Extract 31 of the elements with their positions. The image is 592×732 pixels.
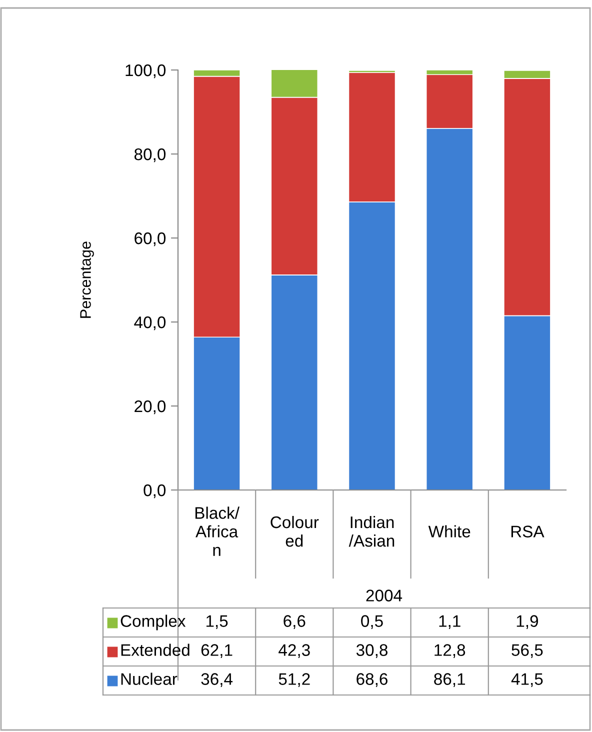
y-tick-label: 60,0: [134, 232, 166, 246]
data-label: 1,1: [439, 615, 460, 629]
data-label: 36,4: [201, 673, 233, 687]
data-label: 42,3: [278, 644, 310, 658]
data-label: 62,1: [201, 644, 232, 658]
legend-label: Nuclear: [121, 672, 178, 685]
y-tick-label: 80,0: [134, 148, 166, 162]
y-axis-title: Percentage: [80, 242, 94, 318]
x-tick-label: White: [428, 525, 470, 538]
x-tick-label: RSA: [511, 526, 544, 538]
y-tick-label: 0,0: [144, 484, 166, 498]
y-tick-label: 100,0: [126, 64, 166, 78]
data-label: 6,6: [284, 615, 306, 629]
x-axis-title: 2004: [366, 590, 402, 602]
y-tick-label: 20,0: [134, 400, 166, 414]
legend-label: Extended: [121, 644, 190, 656]
data-label: 41,5: [511, 673, 543, 687]
data-label: 30,8: [356, 644, 388, 658]
x-tick-label: Indian/Asian: [348, 516, 394, 547]
data-label: 0,5: [361, 615, 383, 629]
data-label: 56,5: [512, 644, 543, 658]
x-tick-label: Black/African: [195, 506, 240, 556]
data-label: 68,6: [356, 673, 388, 687]
data-label: 12,8: [434, 644, 466, 658]
data-label: 86,1: [434, 673, 466, 687]
x-tick-label: Coloured: [270, 516, 319, 547]
data-label: 51,2: [278, 673, 310, 687]
y-tick-label: 40,0: [134, 316, 166, 330]
data-label: 1,9: [516, 615, 538, 629]
data-label: 1,5: [206, 615, 228, 629]
legend-label: Complex: [120, 614, 186, 630]
